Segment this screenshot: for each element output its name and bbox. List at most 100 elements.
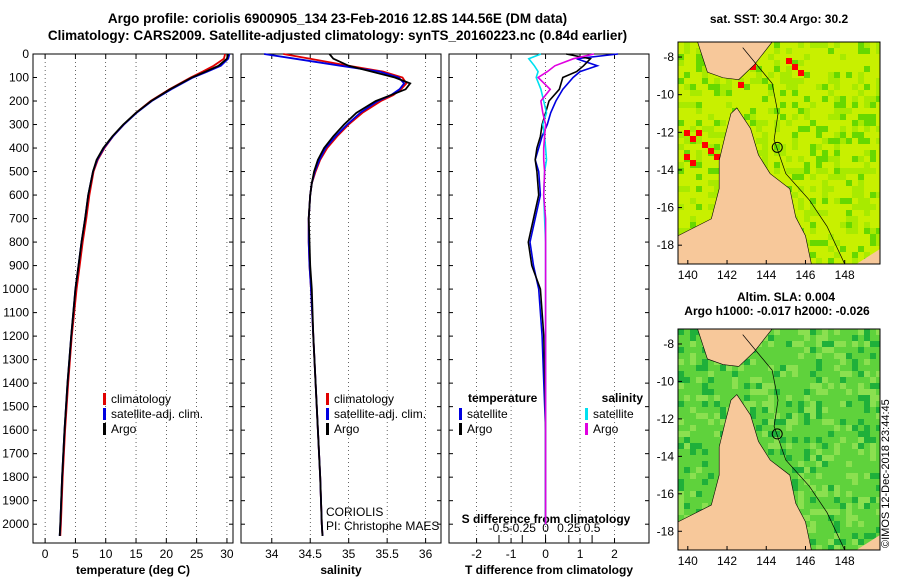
- ocean-cell: [852, 341, 858, 347]
- ocean-cell: [840, 102, 846, 108]
- ocean-cell: [810, 210, 816, 216]
- ocean-cell: [756, 66, 762, 72]
- ocean-cell: [846, 521, 852, 527]
- ocean-cell: [690, 216, 696, 222]
- ocean-cell: [876, 329, 880, 335]
- ocean-cell: [828, 246, 834, 252]
- ocean-cell: [858, 383, 864, 389]
- ocean-cell: [792, 437, 798, 443]
- ocean-cell: [738, 78, 744, 84]
- ocean-cell: [858, 114, 864, 120]
- y-tick-label: 400: [9, 141, 29, 155]
- ocean-cell: [828, 485, 834, 491]
- ocean-cell: [786, 443, 792, 449]
- ocean-cell: [870, 168, 876, 174]
- ocean-cell: [834, 138, 840, 144]
- ocean-cell: [678, 503, 684, 509]
- ocean-cell: [702, 72, 708, 78]
- ocean-cell: [810, 467, 816, 473]
- ocean-cell: [846, 72, 852, 78]
- ocean-cell: [792, 413, 798, 419]
- ocean-cell: [852, 443, 858, 449]
- ocean-cell: [798, 407, 804, 413]
- ocean-cell: [702, 359, 708, 365]
- x-tick-label: 1: [577, 547, 584, 561]
- map-y-tick-label: -10: [657, 374, 675, 388]
- map-x-tick-label: 142: [717, 554, 737, 568]
- ocean-cell: [792, 192, 798, 198]
- ocean-cell: [840, 96, 846, 102]
- ocean-cell: [678, 371, 684, 377]
- ocean-cell: [792, 60, 798, 66]
- ocean-cell: [786, 365, 792, 371]
- legend-swatch: [103, 393, 106, 405]
- series-line-argo: [307, 53, 412, 536]
- map-y-tick-label: -16: [657, 201, 675, 215]
- ocean-cell: [792, 419, 798, 425]
- legend-entry: climatology: [334, 392, 394, 406]
- sla-map: 140 142 144 146 148 -8 -10 -12 -14 -16 -18: [657, 328, 881, 568]
- ocean-cell: [702, 389, 708, 395]
- ocean-cell: [852, 222, 858, 228]
- ocean-cell: [816, 84, 822, 90]
- ocean-cell: [876, 371, 880, 377]
- ocean-cell: [846, 216, 852, 222]
- ocean-cell: [708, 204, 714, 210]
- ocean-cell: [858, 497, 864, 503]
- ocean-cell: [708, 371, 714, 377]
- ocean-cell: [678, 329, 684, 335]
- ocean-cell: [696, 443, 702, 449]
- ocean-cell: [708, 114, 714, 120]
- imos-credit: ©IMOS 12-Dec-2018 23:44:45: [880, 399, 892, 548]
- ocean-cell: [864, 503, 870, 509]
- ocean-cell: [702, 503, 708, 509]
- ocean-cell: [690, 102, 696, 108]
- ocean-cell: [762, 144, 768, 150]
- s-tick-label: 0.25: [557, 521, 581, 535]
- ocean-cell: [714, 90, 720, 96]
- ocean-cell: [804, 114, 810, 120]
- ocean-cell: [798, 156, 804, 162]
- ocean-cell: [834, 156, 840, 162]
- ocean-cell: [684, 138, 690, 144]
- ocean-cell: [876, 473, 880, 479]
- ocean-cell: [774, 108, 780, 114]
- ocean-cell: [828, 383, 834, 389]
- ocean-cell: [858, 431, 864, 437]
- ocean-cell: [684, 102, 690, 108]
- profile-panel-3: -2 -1 0 1 2 T difference from climatology -0.5…: [448, 53, 650, 577]
- y-tick-label: 1600: [2, 423, 29, 437]
- ocean-cell: [798, 353, 804, 359]
- ocean-cell: [744, 359, 750, 365]
- ocean-cell: [858, 174, 864, 180]
- ocean-cell: [798, 108, 804, 114]
- x-tick-label: 15: [129, 547, 143, 561]
- ocean-cell: [846, 168, 852, 174]
- ocean-cell: [816, 491, 822, 497]
- ocean-cell: [834, 240, 840, 246]
- ocean-cell: [696, 395, 702, 401]
- ocean-cell: [834, 96, 840, 102]
- ocean-cell: [708, 419, 714, 425]
- ocean-cell: [786, 401, 792, 407]
- ocean-cell: [810, 42, 816, 48]
- ocean-cell: [876, 413, 880, 419]
- ocean-cell: [810, 144, 816, 150]
- ocean-cell: [804, 449, 810, 455]
- ocean-cell: [714, 401, 720, 407]
- map-y-tick-label: -18: [657, 524, 675, 538]
- ocean-cell: [774, 419, 780, 425]
- ocean-cell: [864, 96, 870, 102]
- ocean-cell: [816, 455, 822, 461]
- ocean-cell: [864, 162, 870, 168]
- ocean-cell: [792, 365, 798, 371]
- ocean-cell: [798, 198, 804, 204]
- ocean-cell: [834, 425, 840, 431]
- ocean-cell: [828, 138, 834, 144]
- y-tick-label: 1000: [2, 282, 29, 296]
- ocean-cell: [726, 365, 732, 371]
- ocean-cell: [870, 473, 876, 479]
- ocean-cell: [870, 120, 876, 126]
- ocean-cell: [726, 78, 732, 84]
- ocean-cell: [810, 252, 816, 258]
